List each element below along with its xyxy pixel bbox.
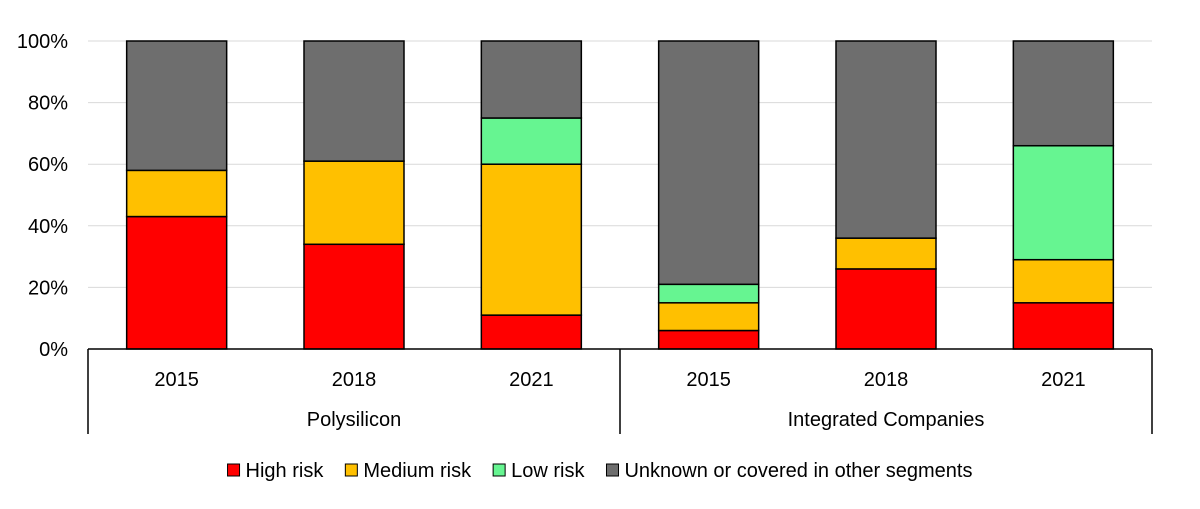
y-tick-label: 20% [28,277,68,299]
x-tick-label: 2015 [154,369,199,391]
group-label: Integrated Companies [788,409,985,431]
bar-segment-unknown-or-covered-in-other-segments [303,40,405,162]
legend-swatch [492,463,506,477]
x-tick-label: 2015 [686,369,731,391]
y-tick-label: 80% [28,93,68,115]
x-tick-label: 2018 [864,369,909,391]
bar-segment-low-risk [1012,144,1115,261]
bar-segment-unknown-or-covered-in-other-segments [480,40,583,119]
y-tick-label: 100% [17,31,68,53]
bar-segment-unknown-or-covered-in-other-segments [1012,40,1115,147]
x-tick-label: 2021 [1041,369,1086,391]
bar-segment-high-risk [657,329,760,350]
y-tick-label: 60% [28,154,68,176]
legend-swatch [344,463,358,477]
bar-segment-medium-risk [657,302,760,332]
bar-segment-medium-risk [303,160,405,246]
bar-segment-medium-risk [125,169,228,218]
legend-label: Low risk [511,460,585,482]
bar-segment-low-risk [657,283,760,304]
bar-segment-low-risk [480,117,583,165]
legend-swatch [227,463,241,477]
bar-segment-medium-risk [1012,258,1115,304]
bar-segment-medium-risk [480,163,583,316]
x-tick-label: 2021 [509,369,554,391]
y-tick-label: 0% [39,339,68,361]
category-axis [87,348,1153,434]
bar-segment-high-risk [1012,302,1115,350]
legend-swatch [605,463,619,477]
legend-label: High risk [246,460,325,482]
bar-segment-unknown-or-covered-in-other-segments [657,40,760,286]
bar-segments [125,40,1115,350]
x-tick-label: 2018 [332,369,377,391]
legend-label: Unknown or covered in other segments [624,460,972,482]
bar-segment-high-risk [303,243,405,350]
bar-segment-high-risk [125,215,228,350]
legend: High risk Medium risk Low risk Unknown or c… [227,460,972,482]
x-axis-labels: 2015 2018 2021 2015 2018 2021 Polysilicon Integ… [154,369,1085,431]
group-label: Polysilicon [307,409,401,431]
legend-label: Medium risk [363,460,472,482]
bar-segment-high-risk [835,268,937,350]
gridlines [88,40,1152,288]
y-tick-label: 40% [28,216,68,238]
bar-segment-unknown-or-covered-in-other-segments [125,40,228,172]
bar-segment-high-risk [480,314,583,350]
bar-segment-medium-risk [835,237,937,270]
y-axis-tick-labels: 0% 20% 40% 60% 80% 100% [17,31,68,361]
bar-segment-unknown-or-covered-in-other-segments [835,40,937,239]
